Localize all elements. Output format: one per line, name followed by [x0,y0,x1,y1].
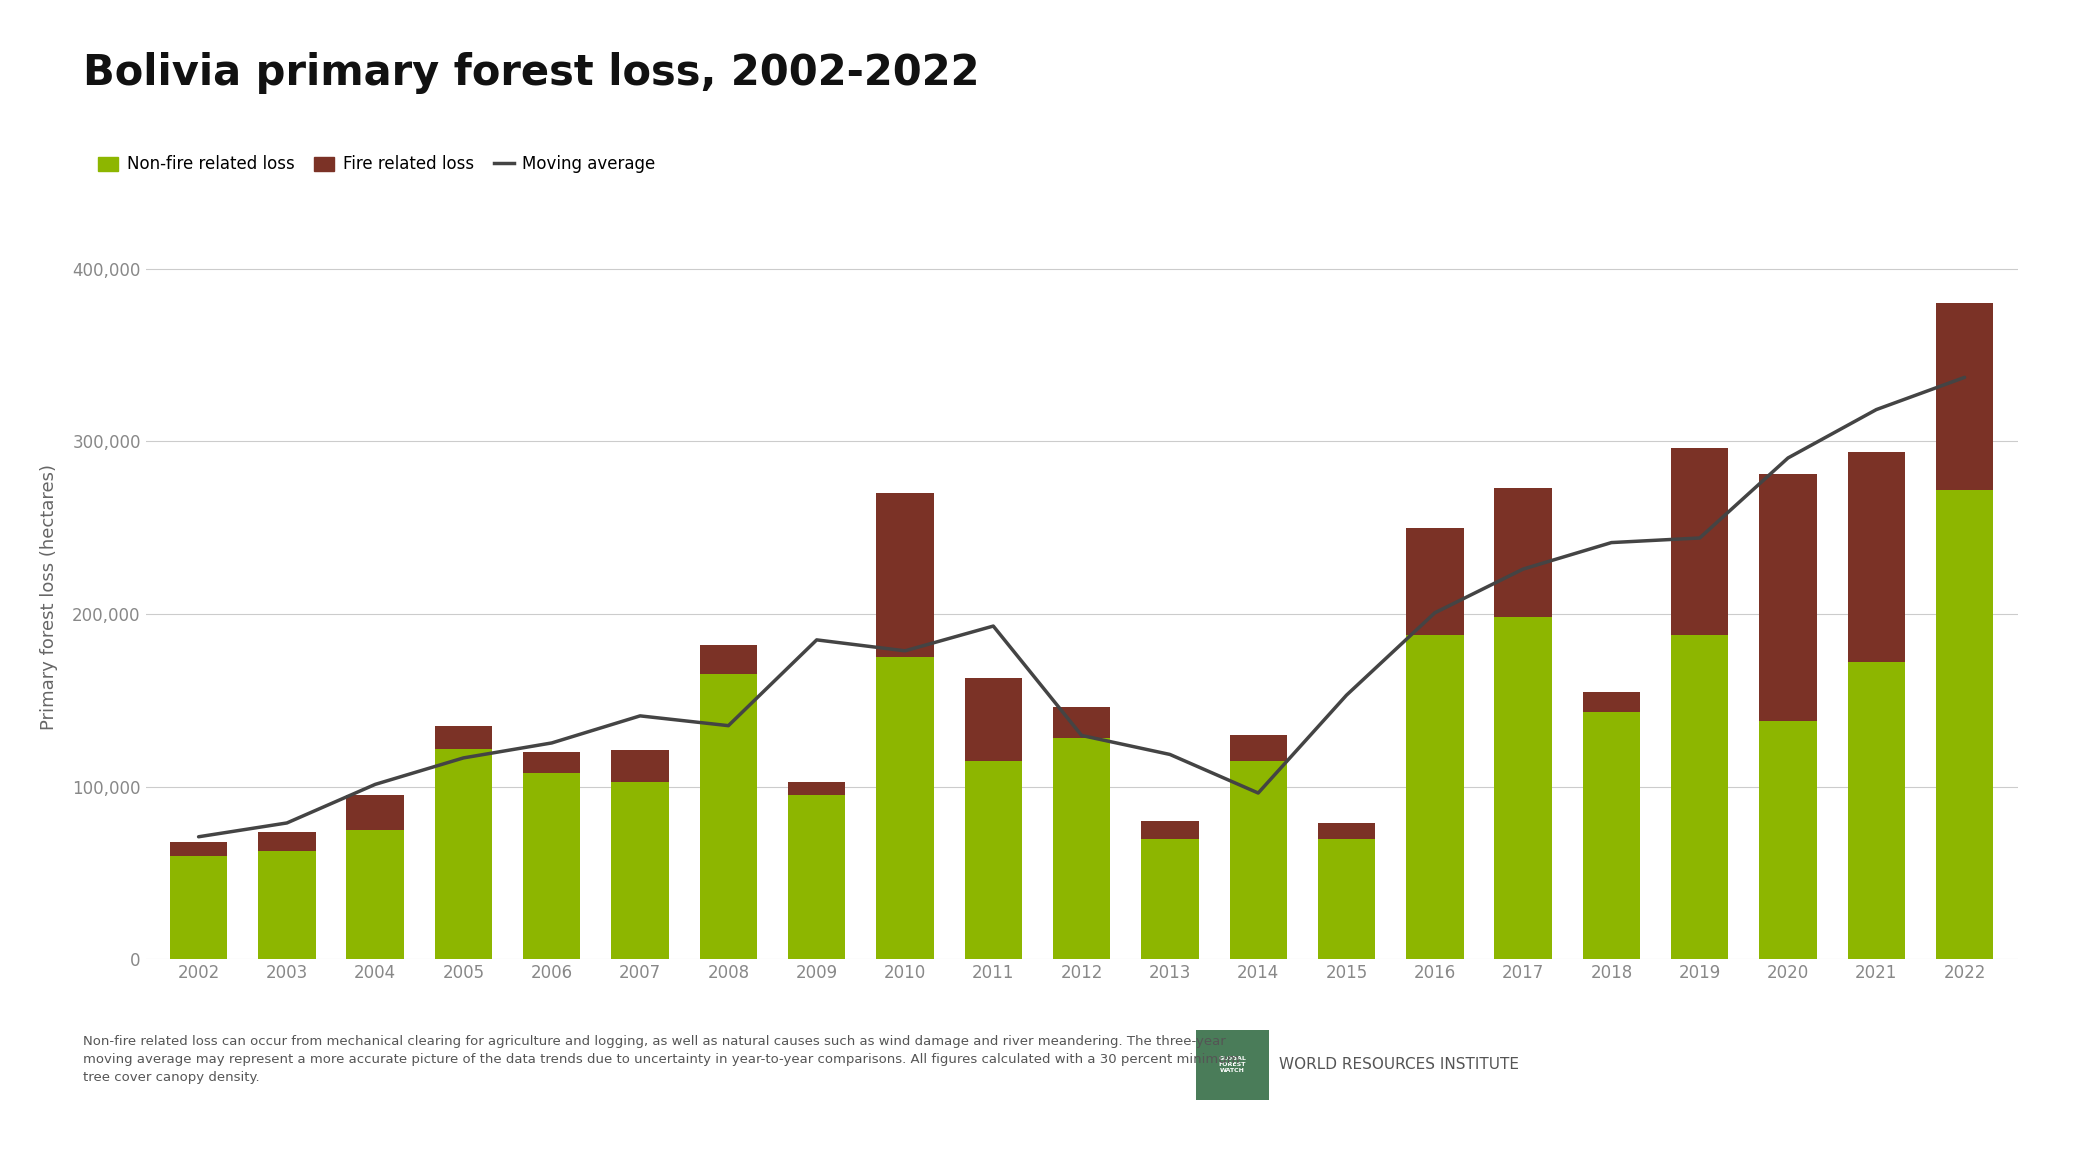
Bar [1936,303,1993,489]
Bar [1583,713,1641,959]
Bar [1493,618,1552,959]
Bar [1670,634,1728,959]
Bar [1847,452,1905,662]
Bar [1760,474,1816,721]
Bar [876,493,934,658]
Bar [1670,448,1728,634]
Bar [258,832,316,851]
Bar [1493,488,1552,618]
Bar [1936,489,1993,959]
Bar [876,658,934,959]
Bar [258,851,316,959]
Bar [1760,721,1816,959]
Bar [1406,634,1464,959]
Bar [347,830,404,959]
Bar [1142,821,1198,839]
Bar [1052,707,1111,738]
Bar [522,773,580,959]
Bar [435,749,493,959]
Bar [171,855,227,959]
Bar [612,782,670,959]
Bar [1319,839,1375,959]
Text: GLOBAL
FOREST
WATCH: GLOBAL FOREST WATCH [1219,1057,1246,1073]
Bar [1406,528,1464,634]
Bar [612,750,670,782]
Bar [522,752,580,773]
Bar [1847,662,1905,959]
Text: WORLD RESOURCES INSTITUTE: WORLD RESOURCES INSTITUTE [1279,1058,1518,1072]
Bar [171,842,227,855]
Bar [788,782,844,796]
Bar [1052,738,1111,959]
Bar [435,727,493,749]
Bar [1319,823,1375,839]
Bar [699,645,757,674]
Bar [788,796,844,959]
Bar [1142,839,1198,959]
Legend: Non-fire related loss, Fire related loss, Moving average: Non-fire related loss, Fire related loss… [92,149,661,180]
Text: Bolivia primary forest loss, 2002-2022: Bolivia primary forest loss, 2002-2022 [83,51,980,94]
Bar [965,760,1021,959]
Bar [965,677,1021,760]
Y-axis label: Primary forest loss (hectares): Primary forest loss (hectares) [40,463,58,730]
Bar [1229,760,1288,959]
Bar [1583,691,1641,713]
Bar [347,796,404,830]
Bar [1229,735,1288,760]
Text: Non-fire related loss can occur from mechanical clearing for agriculture and log: Non-fire related loss can occur from mec… [83,1035,1240,1085]
Bar [699,674,757,959]
